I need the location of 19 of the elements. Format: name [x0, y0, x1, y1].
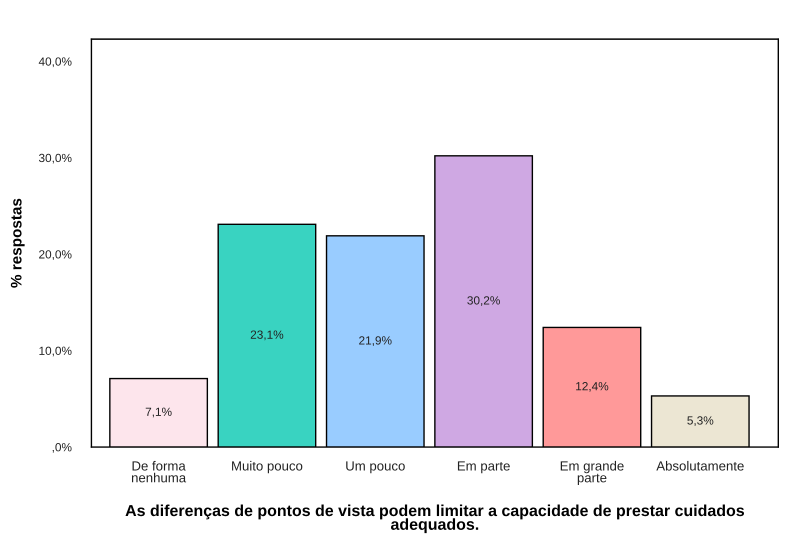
y-tick-label: 20,0% [39, 250, 72, 260]
data-label: 21,9% [359, 336, 392, 346]
y-tick-label: 40,0% [38, 57, 72, 68]
x-axis-title: As diferenças de pontos de vista podem limitar a capacidade de prestar cuidados adequados. [126, 504, 744, 534]
x-tick-label: Muito pouco [232, 460, 302, 474]
data-label: 23,1% [250, 330, 284, 340]
x-tick-label: Um pouco [346, 461, 405, 474]
x-tick-label: Em parte [458, 461, 510, 474]
x-tick-label: Em grande parte [560, 460, 624, 486]
y-tick-label: 10,0% [39, 346, 72, 356]
x-tick-label: Absolutamente [656, 460, 744, 471]
data-label: 5,3% [687, 416, 714, 426]
x-tick-label: De forma nenhuma [132, 460, 186, 482]
data-label: 30,2% [467, 296, 500, 306]
data-label: 12,4% [576, 382, 608, 392]
y-tick-label: ,0% [52, 443, 72, 453]
y-tick-label: 30,0% [38, 154, 72, 164]
data-label: 7,1% [146, 408, 172, 418]
y-axis-title: % respostas [10, 198, 25, 288]
